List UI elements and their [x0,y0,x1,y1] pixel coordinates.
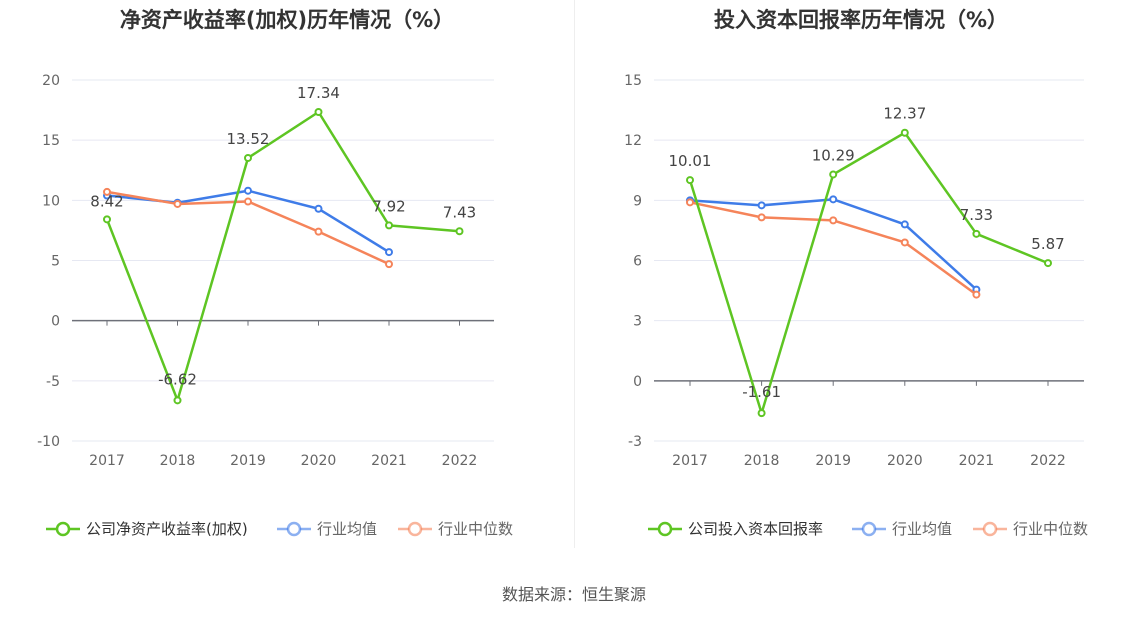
legend-label: 行业均值 [317,520,377,538]
legend-item: 行业中位数 [973,520,1088,538]
y-tick-label: 5 [51,254,60,270]
x-tick-label: 2022 [442,453,478,469]
data-label: 12.37 [883,105,926,123]
legend-swatch-marker [861,521,877,537]
data-label: 8.42 [90,192,123,210]
data-point [972,290,981,299]
x-tick-label: 2021 [371,453,407,469]
y-tick-label: 12 [624,133,642,149]
y-tick-label: 0 [633,374,642,390]
series-line [689,201,978,296]
legend-swatch-marker [286,521,302,537]
data-point [244,186,252,195]
data-point [385,260,393,269]
data-point [900,238,909,247]
data-label: -6.62 [158,370,197,388]
y-tick-label: -3 [628,434,642,450]
y-tick-label: 15 [42,133,60,149]
legend-label: 公司净资产收益率(加权) [86,520,248,538]
roe-chart-panel: 净资产收益率(加权)历年情况（%） -10 -5 0 5 10 15 20 2017 2018 2… [0,0,574,560]
data-label: 5.87 [1031,235,1064,253]
data-point [686,198,694,207]
x-tick-label: 2020 [301,453,337,469]
legend-item: 行业中位数 [398,520,513,538]
data-point [757,201,766,210]
data-point [244,197,252,206]
x-tick-label: 2017 [89,453,125,469]
panel-divider [574,0,575,548]
data-point [314,227,323,236]
data-label: 17.34 [297,84,340,102]
y-tick-label: -10 [37,434,60,450]
roe-line-chart: -10 -5 0 5 10 15 20 2017 2018 2019 2020 2021 2022 8.4… [37,73,513,538]
legend-item: 行业均值 [852,520,952,538]
data-point [103,215,111,224]
legend-label: 行业中位数 [438,520,513,538]
data-point [455,227,464,236]
legend-swatch-marker [982,521,998,537]
y-tick-label: 6 [633,254,642,270]
legend-item: 公司投入资本回报率 [648,520,823,538]
chart-title: 投入资本回报率历年情况（%） [713,8,1009,32]
y-tick-label: 9 [633,193,642,209]
data-label: 7.92 [372,197,405,215]
data-point [829,216,838,225]
x-tick-label: 2019 [230,453,266,469]
roic-chart-panel: 投入资本回报率历年情况（%） -3 0 3 6 9 12 15 2017 2018 2019 202… [574,0,1148,560]
data-point [1044,259,1052,268]
series-line [689,198,978,291]
data-point [173,199,182,208]
data-point [244,153,252,162]
x-tick-label: 2018 [744,453,780,469]
series-line [688,131,1049,415]
data-point [829,170,838,179]
y-tick-label: -5 [46,374,60,390]
legend-item: 公司净资产收益率(加权) [46,520,248,538]
x-tick-label: 2020 [887,453,923,469]
x-tick-label: 2017 [672,453,708,469]
x-tick-label: 2022 [1030,453,1066,469]
y-tick-label: 15 [624,73,642,89]
y-tick-label: 10 [42,193,60,209]
legend-swatch-marker [407,521,423,537]
legend-label: 行业均值 [892,520,952,538]
data-point [829,195,838,204]
x-tick-label: 2019 [815,453,851,469]
y-tick-label: 0 [51,314,60,330]
data-point [757,409,766,418]
data-point [385,221,393,230]
data-label: 10.01 [669,152,712,170]
chart-title: 净资产收益率(加权)历年情况（%） [119,8,455,32]
data-label: 7.33 [960,206,993,224]
legend-label: 行业中位数 [1013,520,1088,538]
data-label: 10.29 [812,146,855,164]
legend-swatch-marker [657,521,673,537]
data-source-note: 数据来源：恒生聚源 [501,585,646,604]
legend-label: 公司投入资本回报率 [688,520,823,538]
data-point [686,176,694,185]
legend-item: 行业均值 [277,520,377,538]
x-tick-label: 2021 [959,453,995,469]
data-point [173,396,182,405]
data-label: 13.52 [227,130,270,148]
series-line [105,110,460,402]
data-point [900,220,909,229]
legend-swatch-marker [55,521,71,537]
data-point [103,187,111,196]
data-point [385,248,393,257]
data-label: -1.61 [742,383,781,401]
data-point [900,128,909,137]
y-tick-label: 20 [42,73,60,89]
data-point [972,229,981,238]
data-label: 7.43 [443,203,476,221]
roic-line-chart: -3 0 3 6 9 12 15 2017 2018 2019 2020 2021 2022 10.01 -… [624,73,1088,538]
x-tick-label: 2018 [160,453,196,469]
y-tick-label: 3 [633,314,642,330]
data-point [757,213,766,222]
data-point [314,108,323,117]
data-point [314,204,323,213]
